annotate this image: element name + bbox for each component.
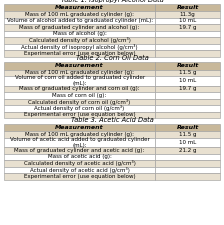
Text: Table 1. Isopropyl Alcohol Data: Table 1. Isopropyl Alcohol Data	[61, 0, 163, 3]
Bar	[155, 137, 220, 147]
Text: Volume of alcohol added to graduated cylinder (mL):: Volume of alcohol added to graduated cyl…	[6, 18, 153, 23]
Text: Measurement: Measurement	[55, 63, 104, 68]
Text: 19.7 g: 19.7 g	[179, 25, 196, 30]
Text: Mass of alcohol (g):: Mass of alcohol (g):	[53, 31, 107, 36]
Bar	[4, 160, 155, 166]
Text: Actual density of acetic acid (g/cm³): Actual density of acetic acid (g/cm³)	[30, 167, 129, 173]
Bar	[4, 92, 155, 99]
Text: Table 3. Acetic Acid Data: Table 3. Acetic Acid Data	[71, 117, 153, 123]
Text: Calculated density of alcohol (g/cm³): Calculated density of alcohol (g/cm³)	[29, 37, 131, 43]
Bar	[4, 131, 155, 137]
Text: Mass of graduated cylinder and corn oil (g):: Mass of graduated cylinder and corn oil …	[19, 86, 140, 91]
Bar	[155, 43, 220, 50]
Bar	[155, 105, 220, 112]
Bar	[155, 4, 220, 11]
Bar	[4, 86, 155, 92]
Text: Actual density of isopropyl alcohol (g/cm³): Actual density of isopropyl alcohol (g/c…	[21, 44, 138, 50]
Text: 10 mL: 10 mL	[179, 140, 196, 145]
Text: Experimental error (use equation below): Experimental error (use equation below)	[24, 174, 136, 179]
Bar	[155, 37, 220, 43]
Text: Experimental error (use equation below): Experimental error (use equation below)	[24, 51, 136, 56]
Bar	[4, 24, 155, 31]
Bar	[4, 137, 155, 147]
Bar	[4, 11, 155, 18]
Bar	[155, 147, 220, 153]
Bar	[155, 99, 220, 105]
Bar	[155, 86, 220, 92]
Bar	[155, 62, 220, 70]
Text: Volume of corn oil added to graduated cylinder
(mL):: Volume of corn oil added to graduated cy…	[15, 75, 145, 86]
Bar	[4, 43, 155, 50]
Bar	[155, 18, 220, 24]
Bar	[155, 173, 220, 180]
Bar	[4, 37, 155, 43]
Bar	[4, 173, 155, 180]
Text: 10 mL: 10 mL	[179, 18, 196, 23]
Text: Mass of 100 mL graduated cylinder (g):: Mass of 100 mL graduated cylinder (g):	[25, 12, 134, 17]
Text: Mass of graduated cylinder and acetic acid (g):: Mass of graduated cylinder and acetic ac…	[15, 148, 145, 153]
Text: Result: Result	[177, 5, 199, 10]
Bar	[4, 62, 155, 70]
Bar	[4, 105, 155, 112]
Bar	[155, 112, 220, 118]
Text: Experimental error (use equation below): Experimental error (use equation below)	[24, 112, 136, 117]
Bar	[4, 124, 155, 131]
Bar	[155, 153, 220, 160]
Text: Mass of graduated cylinder and alcohol (g):: Mass of graduated cylinder and alcohol (…	[19, 25, 140, 30]
Bar	[4, 18, 155, 24]
Text: Volume of acetic acid added to graduated cylinder
(mL):: Volume of acetic acid added to graduated…	[10, 137, 149, 148]
Text: Table 2. Corn Oil Data: Table 2. Corn Oil Data	[76, 55, 148, 61]
Bar	[4, 76, 155, 86]
Text: 11.5 g: 11.5 g	[179, 70, 196, 75]
Text: Measurement: Measurement	[55, 5, 104, 10]
Bar	[155, 92, 220, 99]
Text: Mass of 100 mL graduated cylinder (g):: Mass of 100 mL graduated cylinder (g):	[25, 132, 134, 137]
Bar	[4, 4, 155, 11]
Bar	[4, 153, 155, 160]
Text: Mass of 100 mL graduated cylinder (g):: Mass of 100 mL graduated cylinder (g):	[25, 70, 134, 75]
Bar	[4, 112, 155, 118]
Text: Result: Result	[177, 63, 199, 68]
Bar	[4, 31, 155, 37]
Text: 11.3g: 11.3g	[180, 12, 196, 17]
Text: Measurement: Measurement	[55, 125, 104, 130]
Bar	[155, 76, 220, 86]
Bar	[155, 70, 220, 76]
Bar	[155, 160, 220, 166]
Bar	[155, 50, 220, 56]
Bar	[155, 131, 220, 137]
Text: Mass of acetic acid (g):: Mass of acetic acid (g):	[48, 154, 112, 159]
Bar	[4, 147, 155, 153]
Text: 11.5 g: 11.5 g	[179, 132, 196, 137]
Text: Result: Result	[177, 125, 199, 130]
Bar	[4, 70, 155, 76]
Text: Mass of corn oil (g):: Mass of corn oil (g):	[52, 93, 107, 98]
Bar	[155, 24, 220, 31]
Bar	[4, 99, 155, 105]
Bar	[4, 50, 155, 56]
Text: Calculated density of corn oil (g/cm³): Calculated density of corn oil (g/cm³)	[28, 99, 131, 105]
Text: 10 mL: 10 mL	[179, 78, 196, 83]
Text: Calculated density of acetic acid (g/cm³): Calculated density of acetic acid (g/cm³…	[24, 160, 136, 166]
Bar	[155, 31, 220, 37]
Text: 19.7 g: 19.7 g	[179, 86, 196, 91]
Bar	[4, 166, 155, 173]
Bar	[155, 166, 220, 173]
Bar	[155, 11, 220, 18]
Bar	[155, 124, 220, 131]
Text: Actual density of corn oil (g/cm³): Actual density of corn oil (g/cm³)	[34, 105, 125, 111]
Text: 21.2 g: 21.2 g	[179, 148, 196, 153]
